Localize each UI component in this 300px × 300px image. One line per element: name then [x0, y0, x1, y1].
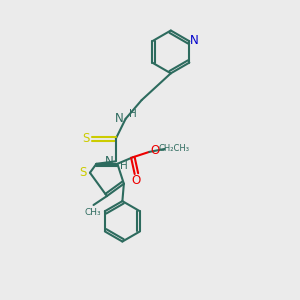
Text: O: O	[131, 174, 140, 187]
Text: N: N	[115, 112, 124, 125]
Text: CH₃: CH₃	[85, 208, 101, 217]
Text: N: N	[190, 34, 199, 47]
Text: H: H	[130, 109, 137, 119]
Text: S: S	[82, 132, 89, 145]
Text: CH₂CH₃: CH₂CH₃	[159, 144, 190, 153]
Text: S: S	[80, 166, 87, 179]
Text: O: O	[150, 144, 159, 157]
Text: N: N	[105, 155, 114, 168]
Text: H: H	[120, 161, 128, 171]
